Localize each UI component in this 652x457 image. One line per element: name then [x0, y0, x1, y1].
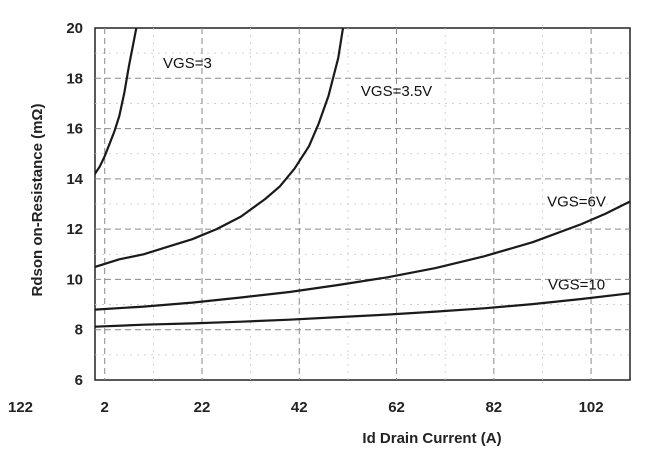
series-line-0 [95, 28, 138, 175]
x-tick-label: 102 [579, 399, 604, 416]
y-tick-label: 12 [66, 221, 83, 238]
series-label-1: VGS=3.5V [361, 83, 432, 100]
series-label-2: VGS=6V [547, 194, 606, 211]
series-line-2 [95, 200, 630, 311]
y-tick-label: 16 [66, 121, 83, 138]
x-tick-label: 42 [291, 399, 308, 416]
grid [94, 27, 631, 381]
series-line-1 [95, 28, 345, 268]
y-tick-label: 14 [66, 171, 83, 188]
y-tick-label: 20 [66, 20, 83, 37]
series-layer [95, 28, 630, 328]
x-tick-label: 22 [194, 399, 211, 416]
x-tick-label: 62 [388, 399, 405, 416]
curve-labels: VGS=3 VGS=3.5V VGS=6V VGS=10 [163, 55, 606, 293]
x-tick-label: 82 [485, 399, 502, 416]
x-tick-label: 2 [101, 399, 109, 416]
stray-x-tick-label: 122 [8, 399, 33, 416]
series-label-3: VGS=10 [548, 276, 605, 293]
y-tick-label: 8 [75, 322, 83, 339]
x-axis-title: Id Drain Current (A) [362, 430, 501, 447]
y-tick-label: 18 [66, 70, 83, 87]
series-label-0: VGS=3 [163, 55, 212, 72]
y-axis-title: Rdson on-Resistance (mΩ) [29, 104, 46, 297]
y-tick-label: 10 [66, 271, 83, 288]
y-tick-label: 6 [75, 372, 83, 389]
series-line-3 [95, 292, 630, 328]
